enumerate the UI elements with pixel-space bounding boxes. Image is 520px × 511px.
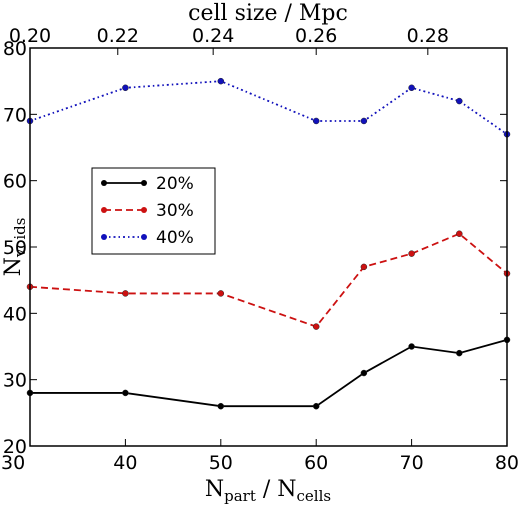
legend-box bbox=[91, 167, 216, 255]
legend-marker bbox=[101, 180, 107, 186]
data-point bbox=[456, 230, 463, 237]
data-point bbox=[408, 343, 415, 350]
top-tick-label: 0.20 bbox=[9, 25, 51, 47]
legend-label: 30% bbox=[156, 201, 194, 221]
x-tick-label: 40 bbox=[113, 452, 137, 474]
legend-marker bbox=[141, 207, 147, 213]
legend-label: 40% bbox=[156, 228, 194, 248]
top-axis-title: cell size / Mpc bbox=[188, 1, 348, 26]
data-point bbox=[122, 290, 129, 297]
data-point bbox=[456, 97, 463, 105]
legend: 20% 30% 40% bbox=[91, 167, 216, 255]
x-tick-label: 50 bbox=[209, 452, 233, 474]
y-tick-label: 60 bbox=[3, 171, 27, 193]
x-tick-label: 70 bbox=[400, 452, 424, 474]
top-tick-label: 0.24 bbox=[192, 25, 234, 47]
data-point bbox=[360, 369, 368, 377]
y-tick-label: 20 bbox=[3, 436, 27, 458]
legend-marker bbox=[101, 234, 107, 240]
legend-label: 20% bbox=[156, 174, 194, 194]
data-point bbox=[312, 402, 320, 410]
x-tick-label: 80 bbox=[495, 452, 519, 474]
data-point bbox=[217, 290, 225, 297]
y-tick-label: 30 bbox=[3, 370, 27, 392]
data-point bbox=[122, 84, 129, 92]
y-tick-label: 40 bbox=[3, 303, 27, 325]
top-tick-label: 0.22 bbox=[97, 25, 139, 47]
series-line-2 bbox=[29, 80, 508, 135]
data-point bbox=[217, 402, 225, 410]
data-point bbox=[217, 77, 225, 85]
data-point bbox=[408, 250, 415, 257]
data-point bbox=[456, 349, 463, 357]
y-axis-title: Nvoids bbox=[1, 218, 29, 277]
legend-marker bbox=[141, 234, 147, 240]
data-point bbox=[312, 323, 320, 330]
y-tick-label: 50 bbox=[3, 237, 27, 259]
data-point bbox=[122, 389, 129, 397]
x-axis-title: Npart / Ncells bbox=[205, 477, 331, 505]
x-tick-label: 30 bbox=[1, 452, 25, 474]
y-tick-label: 80 bbox=[3, 38, 27, 60]
data-point bbox=[408, 84, 415, 92]
x-tick-label: 60 bbox=[304, 452, 328, 474]
data-point bbox=[312, 117, 320, 125]
series-line-0 bbox=[30, 338, 508, 408]
top-tick-label: 0.26 bbox=[295, 25, 337, 47]
data-point bbox=[360, 263, 368, 271]
legend-marker bbox=[141, 180, 147, 186]
series-line-1 bbox=[29, 232, 508, 328]
series-layer bbox=[26, 77, 511, 410]
top-tick-label: 0.28 bbox=[407, 25, 449, 47]
y-tick-label: 70 bbox=[3, 104, 27, 126]
legend-marker bbox=[101, 207, 107, 213]
data-point bbox=[360, 117, 368, 125]
